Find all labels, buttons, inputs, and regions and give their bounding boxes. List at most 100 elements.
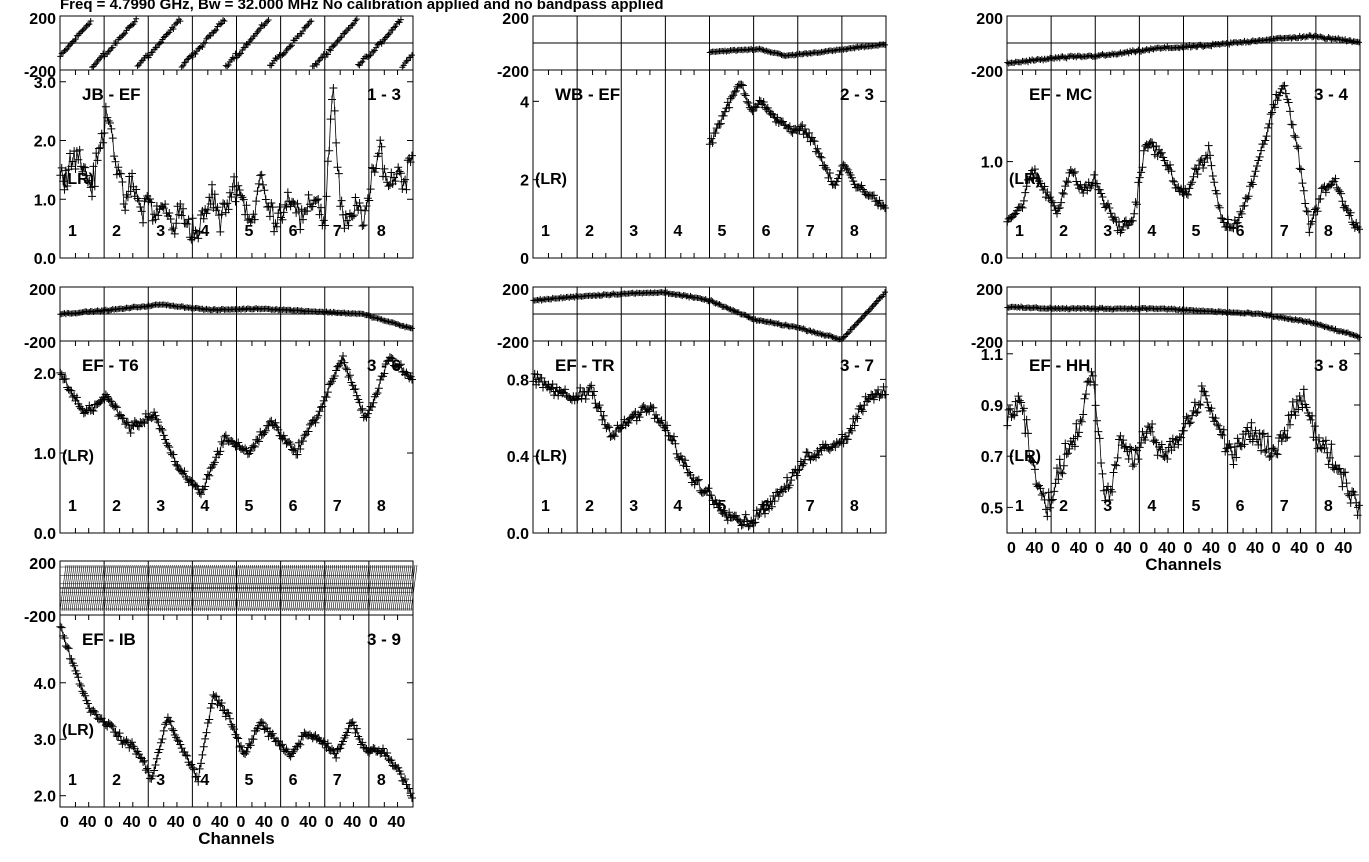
amplitude-point (1072, 419, 1081, 428)
phase-point (1302, 34, 1309, 41)
phase-point (163, 564, 171, 612)
amplitude-point (1286, 107, 1295, 116)
amplitude-point (1342, 479, 1351, 488)
phase-point (72, 36, 79, 43)
x-tick-label: 0 (60, 814, 69, 831)
amplitude-point (213, 203, 222, 212)
amplitude-point (1072, 177, 1081, 186)
amplitude-point (274, 737, 283, 746)
amplitude-point (239, 195, 248, 204)
amplitude-point (139, 758, 148, 767)
phase-point (194, 564, 201, 612)
phase-point (1018, 59, 1025, 66)
subband-number: 2 (1059, 498, 1068, 515)
subband-number: 8 (377, 223, 386, 240)
amplitude-point (1073, 432, 1082, 441)
amplitude-point (785, 122, 794, 131)
amplitude-point (693, 476, 702, 485)
phase-point (744, 47, 751, 54)
amplitude-point (101, 102, 110, 111)
phase-point (218, 564, 225, 612)
phase-point (873, 298, 880, 305)
phase-point (1076, 52, 1083, 59)
amplitude-point (110, 152, 119, 161)
amplitude-point (123, 418, 132, 427)
phase-point (174, 19, 181, 26)
phase-point (549, 294, 556, 301)
amplitude-point (234, 181, 243, 190)
phase-tick-label: 200 (976, 11, 1003, 28)
amplitude-point (148, 772, 157, 781)
amplitude-point (299, 215, 308, 224)
page-title: Freq = 4.7990 GHz, Bw = 32.000 MHz No ca… (60, 0, 664, 13)
subband-number: 2 (585, 223, 594, 240)
phase-point (119, 564, 127, 612)
amplitude-point (1338, 197, 1347, 206)
amplitude-point (803, 448, 812, 457)
amplitude-point (561, 385, 570, 394)
amplitude-point (1077, 417, 1086, 426)
amplitude-point (1219, 218, 1228, 227)
amplitude-point (1199, 164, 1208, 173)
phase-point (221, 18, 228, 25)
phase-point (236, 50, 243, 57)
amplitude-point (737, 521, 746, 530)
phase-point (330, 43, 337, 50)
phase-point (133, 15, 140, 22)
amplitude-point (1335, 464, 1344, 473)
phase-point (1332, 35, 1339, 42)
phase-point (610, 290, 617, 297)
baseline-name: EF - TR (555, 356, 615, 375)
phase-point (378, 316, 385, 323)
phase-point (1131, 48, 1138, 55)
amplitude-point (345, 371, 354, 380)
phase-point (304, 564, 311, 612)
amplitude-point (1017, 398, 1026, 407)
amplitude-point (203, 470, 212, 479)
amplitude-point (1295, 164, 1304, 173)
amplitude-point (227, 193, 236, 202)
phase-point (400, 322, 407, 329)
phase-point (151, 564, 159, 612)
phase-point (701, 296, 708, 303)
phase-point (63, 564, 71, 612)
amplitude-point (59, 177, 68, 186)
amplitude-point (341, 364, 350, 373)
amplitude-point (847, 173, 856, 182)
amplitude-point (72, 393, 81, 402)
phase-point (403, 323, 410, 330)
amplitude-point (1055, 203, 1064, 212)
amplitude-point (72, 669, 81, 678)
amplitude-point (391, 177, 400, 186)
amplitude-point (241, 210, 250, 219)
phase-point (1229, 40, 1236, 47)
amplitude-tick-label: 0.0 (34, 526, 56, 543)
phase-point (357, 59, 364, 66)
amplitude-point (1115, 435, 1124, 444)
phase-point (1291, 33, 1298, 40)
amplitude-point (743, 97, 752, 106)
amplitude-point (1252, 435, 1261, 444)
phase-point (234, 564, 241, 612)
phase-point (204, 564, 211, 612)
amplitude-point (86, 183, 95, 192)
amplitude-point (223, 708, 232, 717)
phase-point (1136, 306, 1143, 313)
amplitude-point (1199, 387, 1208, 396)
amplitude-point (1090, 170, 1099, 179)
phase-point (81, 564, 89, 612)
amplitude-point (799, 459, 808, 468)
amplitude-point (639, 401, 648, 410)
phase-point (766, 48, 773, 55)
phase-point (177, 18, 184, 25)
amplitude-point (108, 722, 117, 731)
phase-point (869, 303, 876, 310)
amplitude-point (857, 405, 866, 414)
amplitude-point (1197, 381, 1206, 390)
amplitude-point (286, 202, 295, 211)
amplitude-point (348, 718, 357, 727)
phase-point (356, 62, 363, 69)
amplitude-point (136, 753, 145, 762)
phase-point (726, 48, 733, 55)
amplitude-point (1335, 187, 1344, 196)
